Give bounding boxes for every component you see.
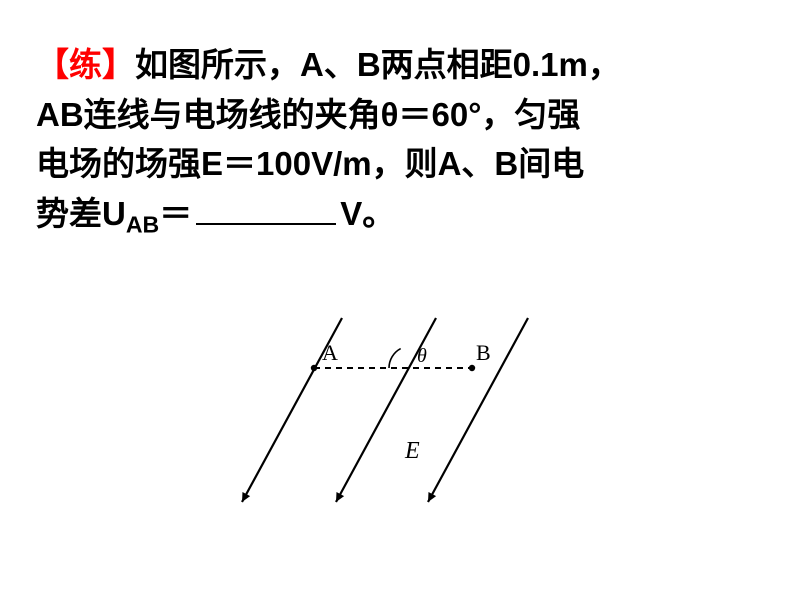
line4-pre: 势差U	[36, 195, 126, 232]
practice-prefix: 【练】	[36, 46, 135, 83]
problem-text: 【练】如图所示，A、B两点相距0.1m， AB连线与电场线的夹角θ＝60°，匀强…	[36, 40, 758, 242]
line4-post: V。	[340, 195, 395, 232]
line-1: 【练】如图所示，A、B两点相距0.1m，	[36, 40, 758, 90]
subscript-ab: AB	[126, 211, 159, 237]
answer-blank	[196, 192, 336, 225]
label-theta: θ	[417, 345, 427, 367]
line1-rest: 如图所示，A、B两点相距0.1m，	[135, 46, 621, 83]
label-A: A	[322, 340, 338, 365]
line-3: 电场的场强E＝100V/m，则A、B间电	[36, 139, 758, 189]
line-4: 势差UAB＝ V。	[36, 189, 758, 242]
line-2: AB连线与电场线的夹角θ＝60°，匀强	[36, 90, 758, 140]
label-B: B	[476, 340, 491, 365]
field-diagram: A Bθ E	[230, 310, 570, 550]
label-E: E	[404, 438, 420, 464]
line4-mid: ＝	[159, 195, 192, 232]
